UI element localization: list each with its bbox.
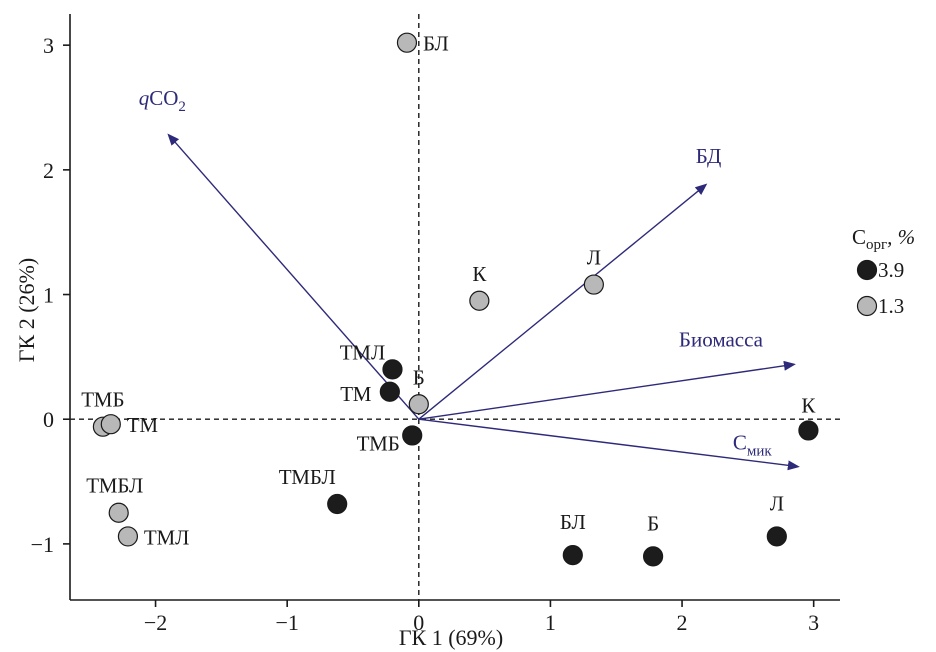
vector-label-subscript: 2 <box>178 99 186 115</box>
y-axis-title: ГК 2 (26%) <box>14 258 39 362</box>
point-label: БЛ <box>560 510 586 534</box>
y-tick-label: 1 <box>43 283 54 308</box>
data-point <box>379 381 400 402</box>
point-label: Б <box>413 365 425 389</box>
x-tick-label: −2 <box>144 610 167 635</box>
vector-label: qCO2 <box>139 86 186 115</box>
point-label: Л <box>587 246 601 270</box>
x-tick-label: 2 <box>677 610 688 635</box>
point-label: ТМЛ <box>340 340 385 364</box>
y-tick-label: 0 <box>43 407 54 432</box>
point-label: ТМБ <box>357 431 400 455</box>
y-tick-label: −1 <box>31 532 54 557</box>
point-label: К <box>801 393 816 417</box>
legend-title-suffix: , % <box>887 225 915 249</box>
data-point <box>100 414 121 435</box>
reference-lines <box>70 14 840 600</box>
x-tick-label: 0 <box>413 610 424 635</box>
data-point <box>798 420 819 441</box>
legend-entry-label: 3.9 <box>878 258 904 282</box>
x-tick-label: 3 <box>808 610 819 635</box>
data-point <box>327 493 348 515</box>
vector-label-italic: q <box>139 86 150 110</box>
point-label: ТМБ <box>81 388 124 412</box>
legend-entries: 3.9 1.3 <box>856 258 904 318</box>
point-label: ТМ <box>127 413 159 437</box>
x-axis-title: ГК 1 (69%) <box>399 625 503 650</box>
vector-label-main: CO <box>149 86 178 110</box>
vector-arrow <box>418 360 796 420</box>
point-label: ТМЛ <box>144 525 189 549</box>
x-tick-label: 1 <box>545 610 556 635</box>
legend-title: Сорг, % <box>852 225 915 253</box>
data-point <box>117 526 139 547</box>
point-label: ТМ <box>340 382 372 406</box>
data-point <box>402 425 423 446</box>
vector-label-main: БД <box>696 144 722 168</box>
loading-vectors: qCO2 БД Биомасса Смик <box>139 86 800 471</box>
y-tick-label: 2 <box>43 158 54 183</box>
data-point <box>562 545 583 566</box>
vector-label-subscript: мик <box>747 444 773 460</box>
x-tick-label: −1 <box>275 610 298 635</box>
legend-title-sub: орг <box>866 237 887 253</box>
data-point <box>408 394 429 415</box>
x-axis-ticks: −2 −1 0 1 2 3 <box>144 600 819 635</box>
legend-marker <box>856 295 878 317</box>
vector-label: Биомасса <box>679 327 764 351</box>
point-label: ТМБЛ <box>86 474 143 498</box>
plot-frame <box>69 14 840 601</box>
data-point <box>469 290 490 311</box>
vector-arrow <box>418 418 800 471</box>
vector-label: Смик <box>733 431 773 460</box>
data-point <box>382 359 403 380</box>
y-axis-ticks: −1 0 1 2 3 <box>31 33 70 557</box>
data-points <box>92 32 819 567</box>
point-label: Л <box>770 491 784 515</box>
legend-entry-label: 1.3 <box>878 294 904 318</box>
data-point <box>642 546 664 567</box>
legend-title-main: С <box>852 225 866 249</box>
vector-arrow <box>418 183 708 420</box>
y-tick-label: 3 <box>43 33 54 58</box>
data-point <box>583 274 604 295</box>
vector-label-main: Биомасса <box>679 327 764 351</box>
data-point <box>108 502 129 523</box>
vector-label-main: С <box>733 431 747 455</box>
vector-arrow <box>167 133 420 420</box>
data-point <box>396 32 418 53</box>
point-label: ТМБЛ <box>279 465 336 489</box>
legend: Сорг, % 3.9 1.3 <box>852 225 915 318</box>
data-point <box>766 526 787 547</box>
vector-label: БД <box>696 144 722 168</box>
point-label: БЛ <box>423 32 449 56</box>
point-label: К <box>472 262 487 286</box>
legend-marker <box>856 259 878 281</box>
point-label: Б <box>647 511 659 535</box>
